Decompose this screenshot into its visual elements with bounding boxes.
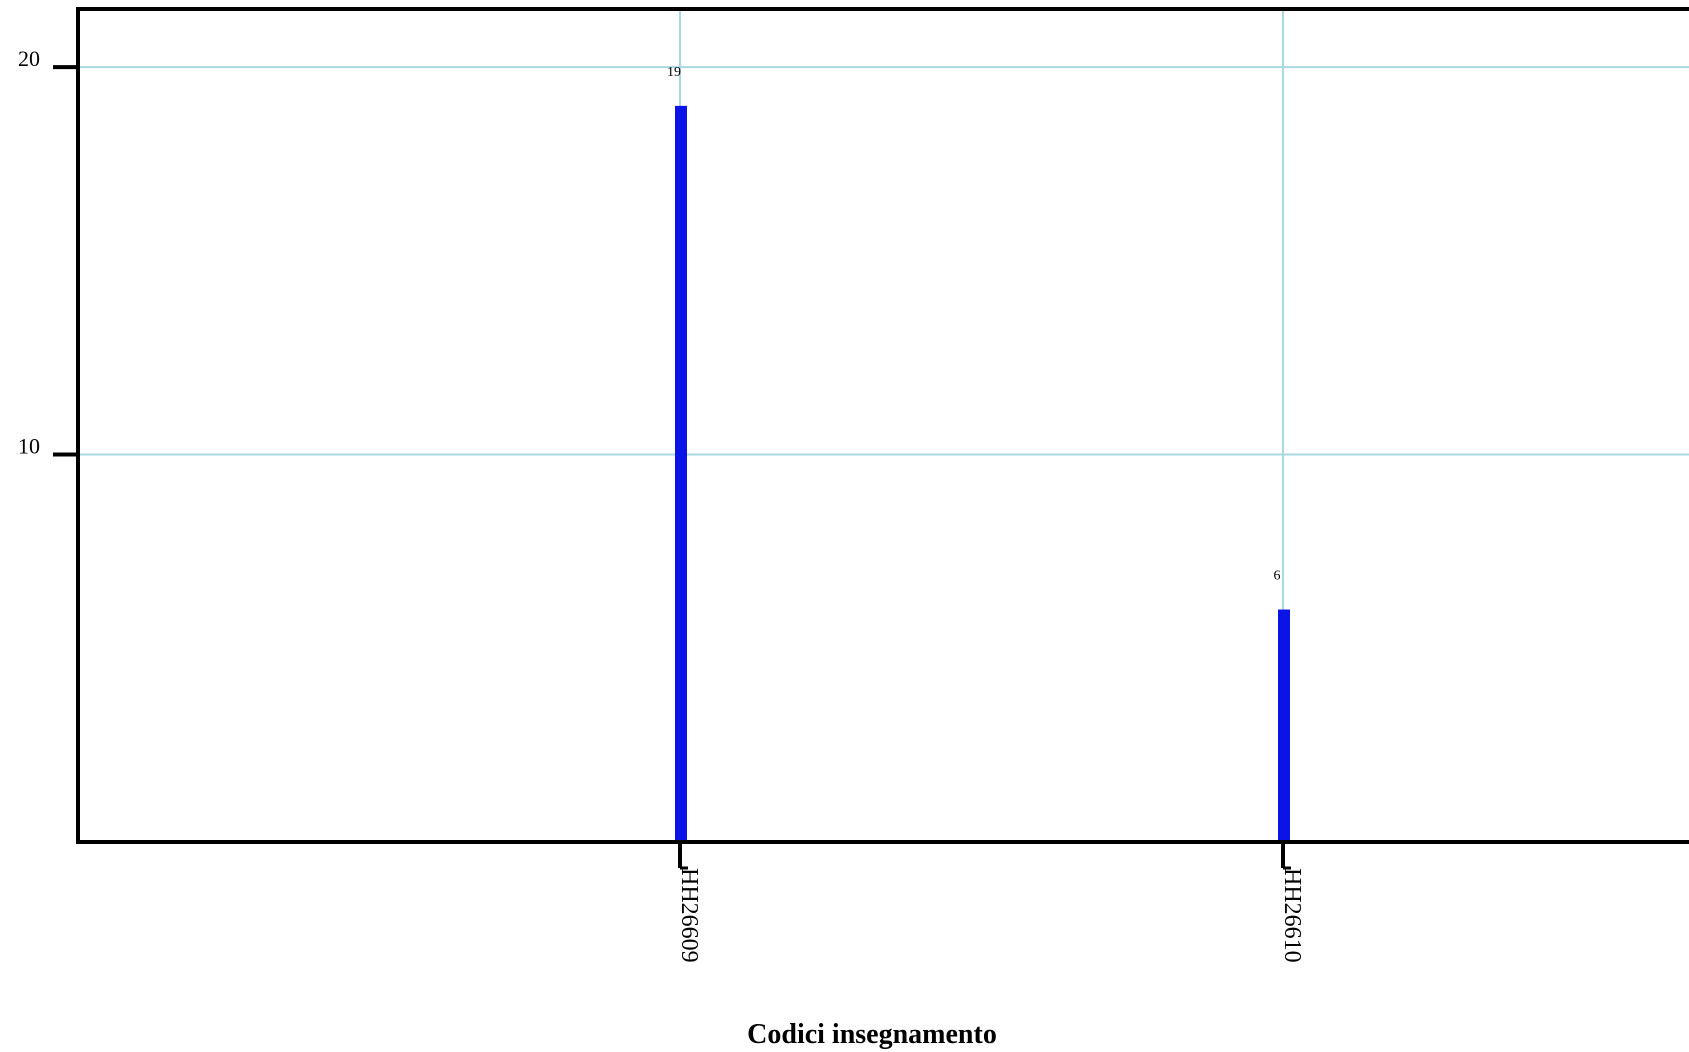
x-category-label: HH26610 bbox=[1279, 868, 1305, 963]
labels: 10 20 HH26609 HH26610 19 6 bbox=[18, 46, 1305, 963]
y-tick-label: 10 bbox=[18, 434, 40, 459]
bar-value-label: 19 bbox=[667, 65, 681, 80]
x-category-label: HH26609 bbox=[676, 868, 702, 963]
bar-value-label: 6 bbox=[1274, 569, 1281, 584]
x-axis-title: Codici insegnamento bbox=[747, 1019, 997, 1050]
y-tick-label: 20 bbox=[18, 46, 40, 71]
bars bbox=[675, 105, 1290, 842]
grid-lines bbox=[78, 9, 1689, 842]
bar bbox=[675, 105, 687, 842]
axes bbox=[53, 7, 1689, 870]
bar bbox=[1278, 609, 1290, 842]
